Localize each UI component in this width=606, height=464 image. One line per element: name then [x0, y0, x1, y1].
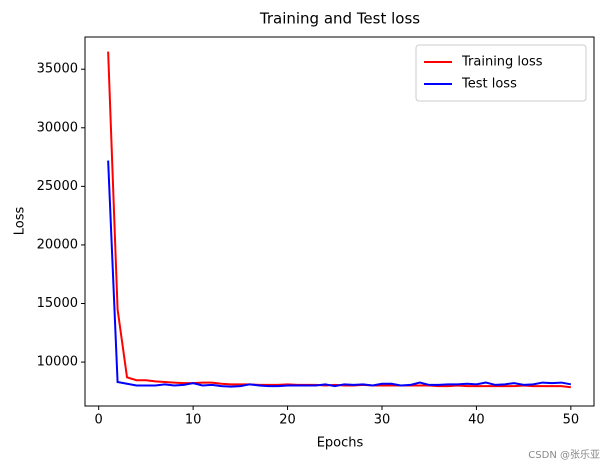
- y-tick-label: 30000: [37, 120, 78, 135]
- y-tick-label: 15000: [37, 296, 78, 311]
- x-tick-label: 30: [374, 413, 391, 428]
- x-tick-label: 50: [563, 413, 580, 428]
- plot-frame: [84, 36, 595, 407]
- x-tick-label: 0: [95, 413, 103, 428]
- y-tick-label: 35000: [37, 62, 78, 77]
- y-axis-label: Loss: [13, 207, 28, 236]
- legend-label: Training loss: [461, 55, 543, 70]
- x-tick-label: 40: [468, 413, 485, 428]
- legend-label: Test loss: [461, 77, 517, 92]
- chart-title: Training and Test loss: [259, 10, 420, 28]
- legend-box: [415, 44, 587, 102]
- x-tick-label: 10: [185, 413, 202, 428]
- x-tick-label: 20: [279, 413, 296, 428]
- line-series: [107, 160, 572, 388]
- line-series: [107, 51, 571, 389]
- y-tick-label: 25000: [37, 179, 78, 194]
- y-tick-label: 20000: [37, 237, 78, 252]
- y-tick-label: 10000: [37, 355, 78, 370]
- x-axis-label: Epochs: [317, 436, 364, 451]
- watermark: CSDN @张乐亚: [528, 449, 600, 461]
